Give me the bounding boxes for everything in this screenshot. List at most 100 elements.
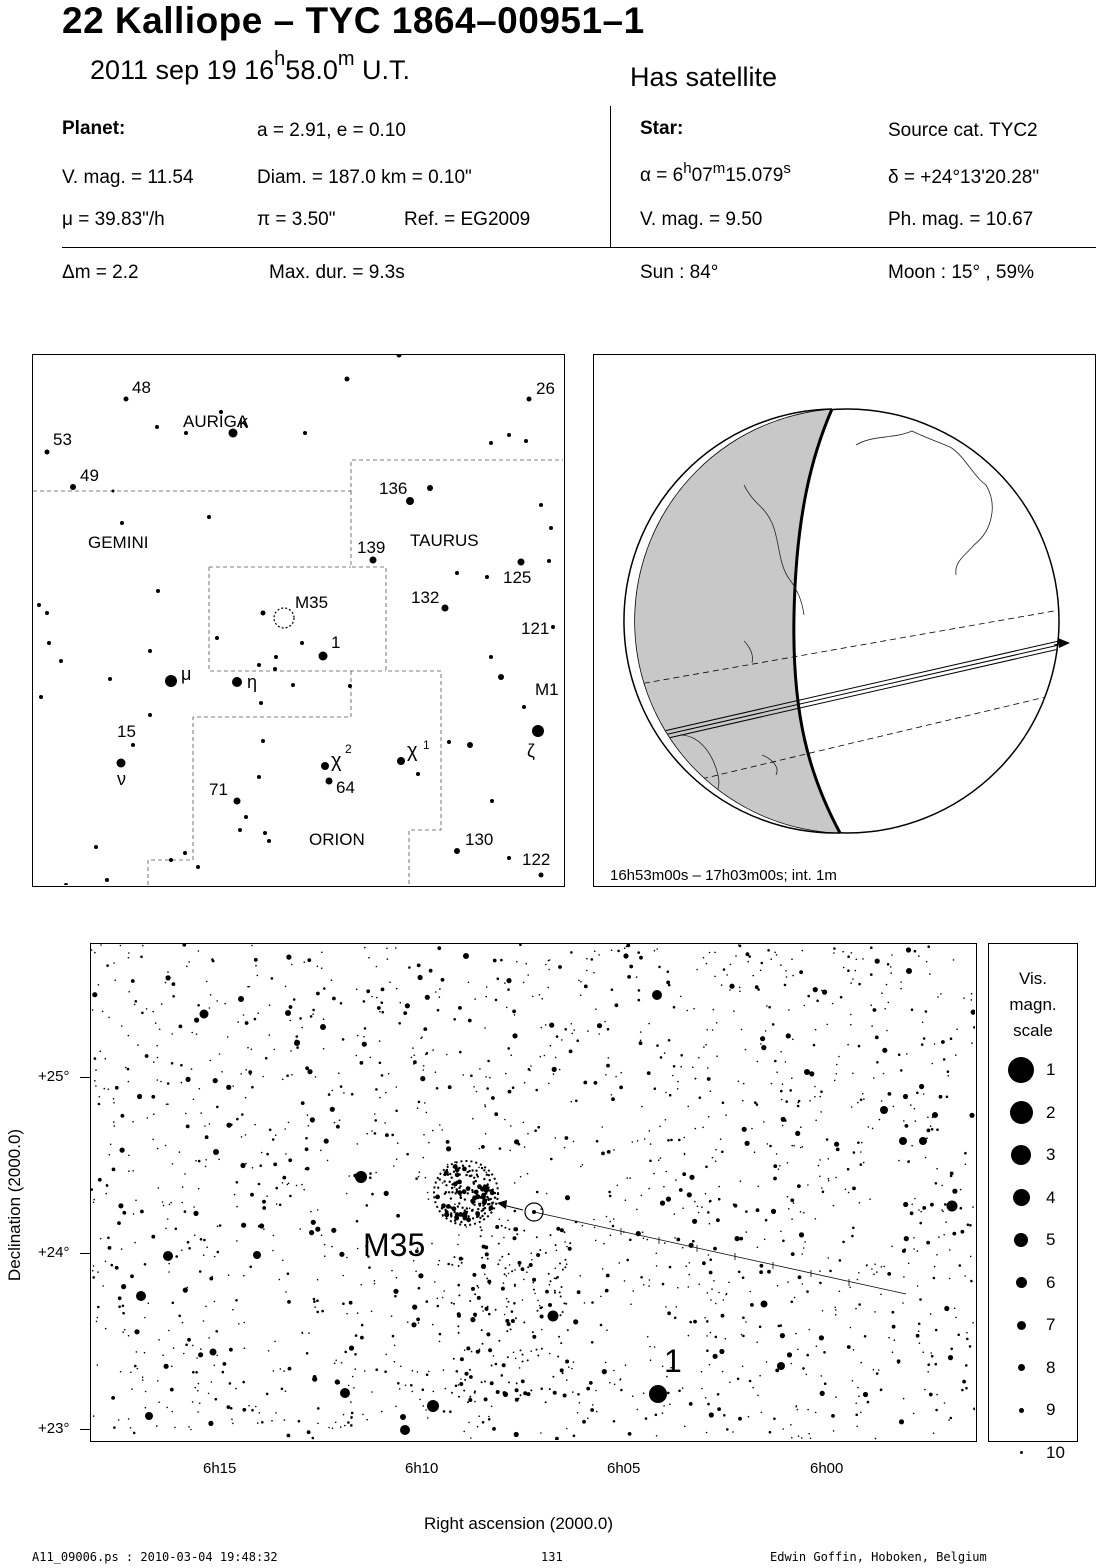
field-star — [355, 988, 358, 991]
field-star — [434, 1071, 437, 1073]
field-star — [97, 1102, 101, 1106]
field-star — [417, 1100, 421, 1104]
field-star — [512, 1236, 517, 1241]
field-star — [481, 1421, 485, 1424]
field-star — [898, 1159, 900, 1162]
legend-dot — [1019, 1451, 1023, 1454]
field-star — [209, 994, 212, 996]
field-star — [705, 1165, 708, 1169]
field-star — [211, 959, 215, 963]
coast-asia — [743, 484, 805, 616]
field-star — [564, 1266, 567, 1269]
field-star — [623, 947, 626, 949]
cluster-star — [471, 1217, 475, 1220]
field-star — [744, 1140, 750, 1146]
field-star — [523, 1321, 526, 1324]
field-star — [476, 1295, 481, 1300]
field-star — [801, 1146, 804, 1148]
field-star — [791, 958, 793, 960]
field-star — [360, 1284, 363, 1286]
field-star — [555, 1436, 559, 1441]
field-star — [676, 1237, 681, 1242]
field-star — [780, 1089, 783, 1093]
field-star — [510, 1319, 515, 1323]
field-star — [95, 1320, 98, 1323]
cluster-star — [452, 1164, 458, 1169]
field-star — [636, 1140, 639, 1142]
field-star — [257, 1012, 259, 1014]
field-star — [752, 1386, 754, 1389]
field-star — [247, 985, 249, 988]
field-star — [426, 1191, 429, 1194]
field-star — [642, 1284, 645, 1286]
field-star — [687, 1105, 689, 1108]
field-star — [300, 1101, 305, 1105]
field-star — [168, 1203, 171, 1206]
field-star — [708, 1412, 714, 1418]
field-star — [380, 1074, 384, 1077]
field-star — [288, 1158, 293, 1163]
field-star — [107, 1246, 112, 1250]
field-star — [958, 1264, 962, 1267]
field-star — [729, 983, 735, 989]
field-star — [806, 1290, 809, 1293]
field-star — [738, 986, 741, 989]
field-star — [211, 1275, 213, 1278]
field-star — [132, 1213, 135, 1215]
field-star — [416, 1371, 419, 1373]
field-star — [441, 1296, 444, 1299]
field-star — [283, 1370, 285, 1372]
field-star — [441, 1129, 444, 1131]
cluster-star — [479, 1202, 482, 1205]
cluster-star — [493, 1191, 497, 1195]
field-star — [554, 1244, 557, 1247]
field-star — [226, 1405, 231, 1409]
field-star — [679, 995, 682, 998]
field-star — [494, 998, 498, 1002]
legend-label: 5 — [1046, 1230, 1056, 1249]
field-star — [858, 1303, 861, 1306]
field-star — [114, 1085, 119, 1090]
field-star — [663, 1405, 665, 1407]
field-star — [820, 1111, 822, 1113]
field-star — [617, 949, 620, 953]
asteroid-track — [533, 1211, 907, 1295]
field-star — [316, 1278, 319, 1281]
field-star — [799, 1211, 802, 1213]
field-star — [844, 1188, 847, 1191]
field-star — [565, 1359, 570, 1364]
field-star — [555, 1035, 559, 1038]
cluster-star — [463, 1209, 466, 1212]
field-star — [942, 1058, 946, 1061]
field-star — [625, 945, 628, 948]
field-star — [561, 1311, 564, 1313]
field-star — [459, 1357, 464, 1362]
field-star — [725, 1114, 727, 1116]
field-star — [911, 1144, 913, 1147]
field-star — [365, 1245, 367, 1247]
field-star — [593, 1218, 595, 1221]
field-star — [470, 1317, 476, 1323]
ra-h: h — [683, 160, 692, 177]
field-star — [526, 1172, 529, 1175]
field-star — [385, 1133, 389, 1137]
field-star — [637, 998, 641, 1002]
field-star — [172, 995, 175, 998]
field-star — [858, 982, 861, 986]
field-star — [338, 1072, 340, 1074]
field-star — [916, 1250, 919, 1252]
field-star — [927, 1363, 930, 1366]
field-star — [395, 947, 397, 949]
field-star — [432, 1323, 434, 1326]
field-star — [479, 1235, 482, 1238]
field-star — [233, 1193, 236, 1196]
field-star — [850, 1013, 852, 1016]
field-star — [678, 1389, 681, 1393]
field-star — [135, 1351, 138, 1353]
field-star — [596, 1023, 603, 1029]
field-star — [717, 1407, 721, 1411]
field-star — [100, 944, 102, 946]
field-star — [444, 1210, 449, 1214]
target-star-marker — [524, 1202, 544, 1222]
field-star — [653, 1346, 656, 1348]
